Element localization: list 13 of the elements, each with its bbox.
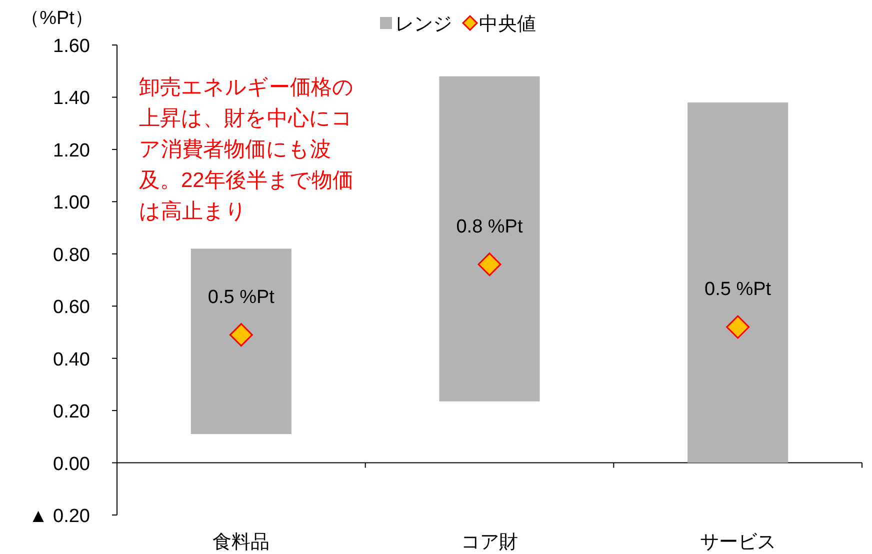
point — [726, 315, 750, 339]
legend-label: 中央値 — [479, 14, 536, 35]
annotation: 卸売エネルギー価格の上昇は、財を中心にコア消費者物価にも波及。22年後半まで物価は高止まり — [139, 75, 355, 225]
bar — [688, 102, 788, 463]
bar — [439, 76, 540, 402]
data-label: 0.5 %Pt — [208, 286, 276, 308]
y-axis-title: （%Pt） — [20, 8, 94, 29]
point — [229, 323, 253, 347]
data-label: 0.8 %Pt — [456, 216, 524, 238]
point — [478, 252, 502, 276]
data-label: 0.5 %Pt — [704, 279, 772, 300]
bar — [190, 248, 292, 434]
legend-label: レンジ — [395, 14, 452, 35]
